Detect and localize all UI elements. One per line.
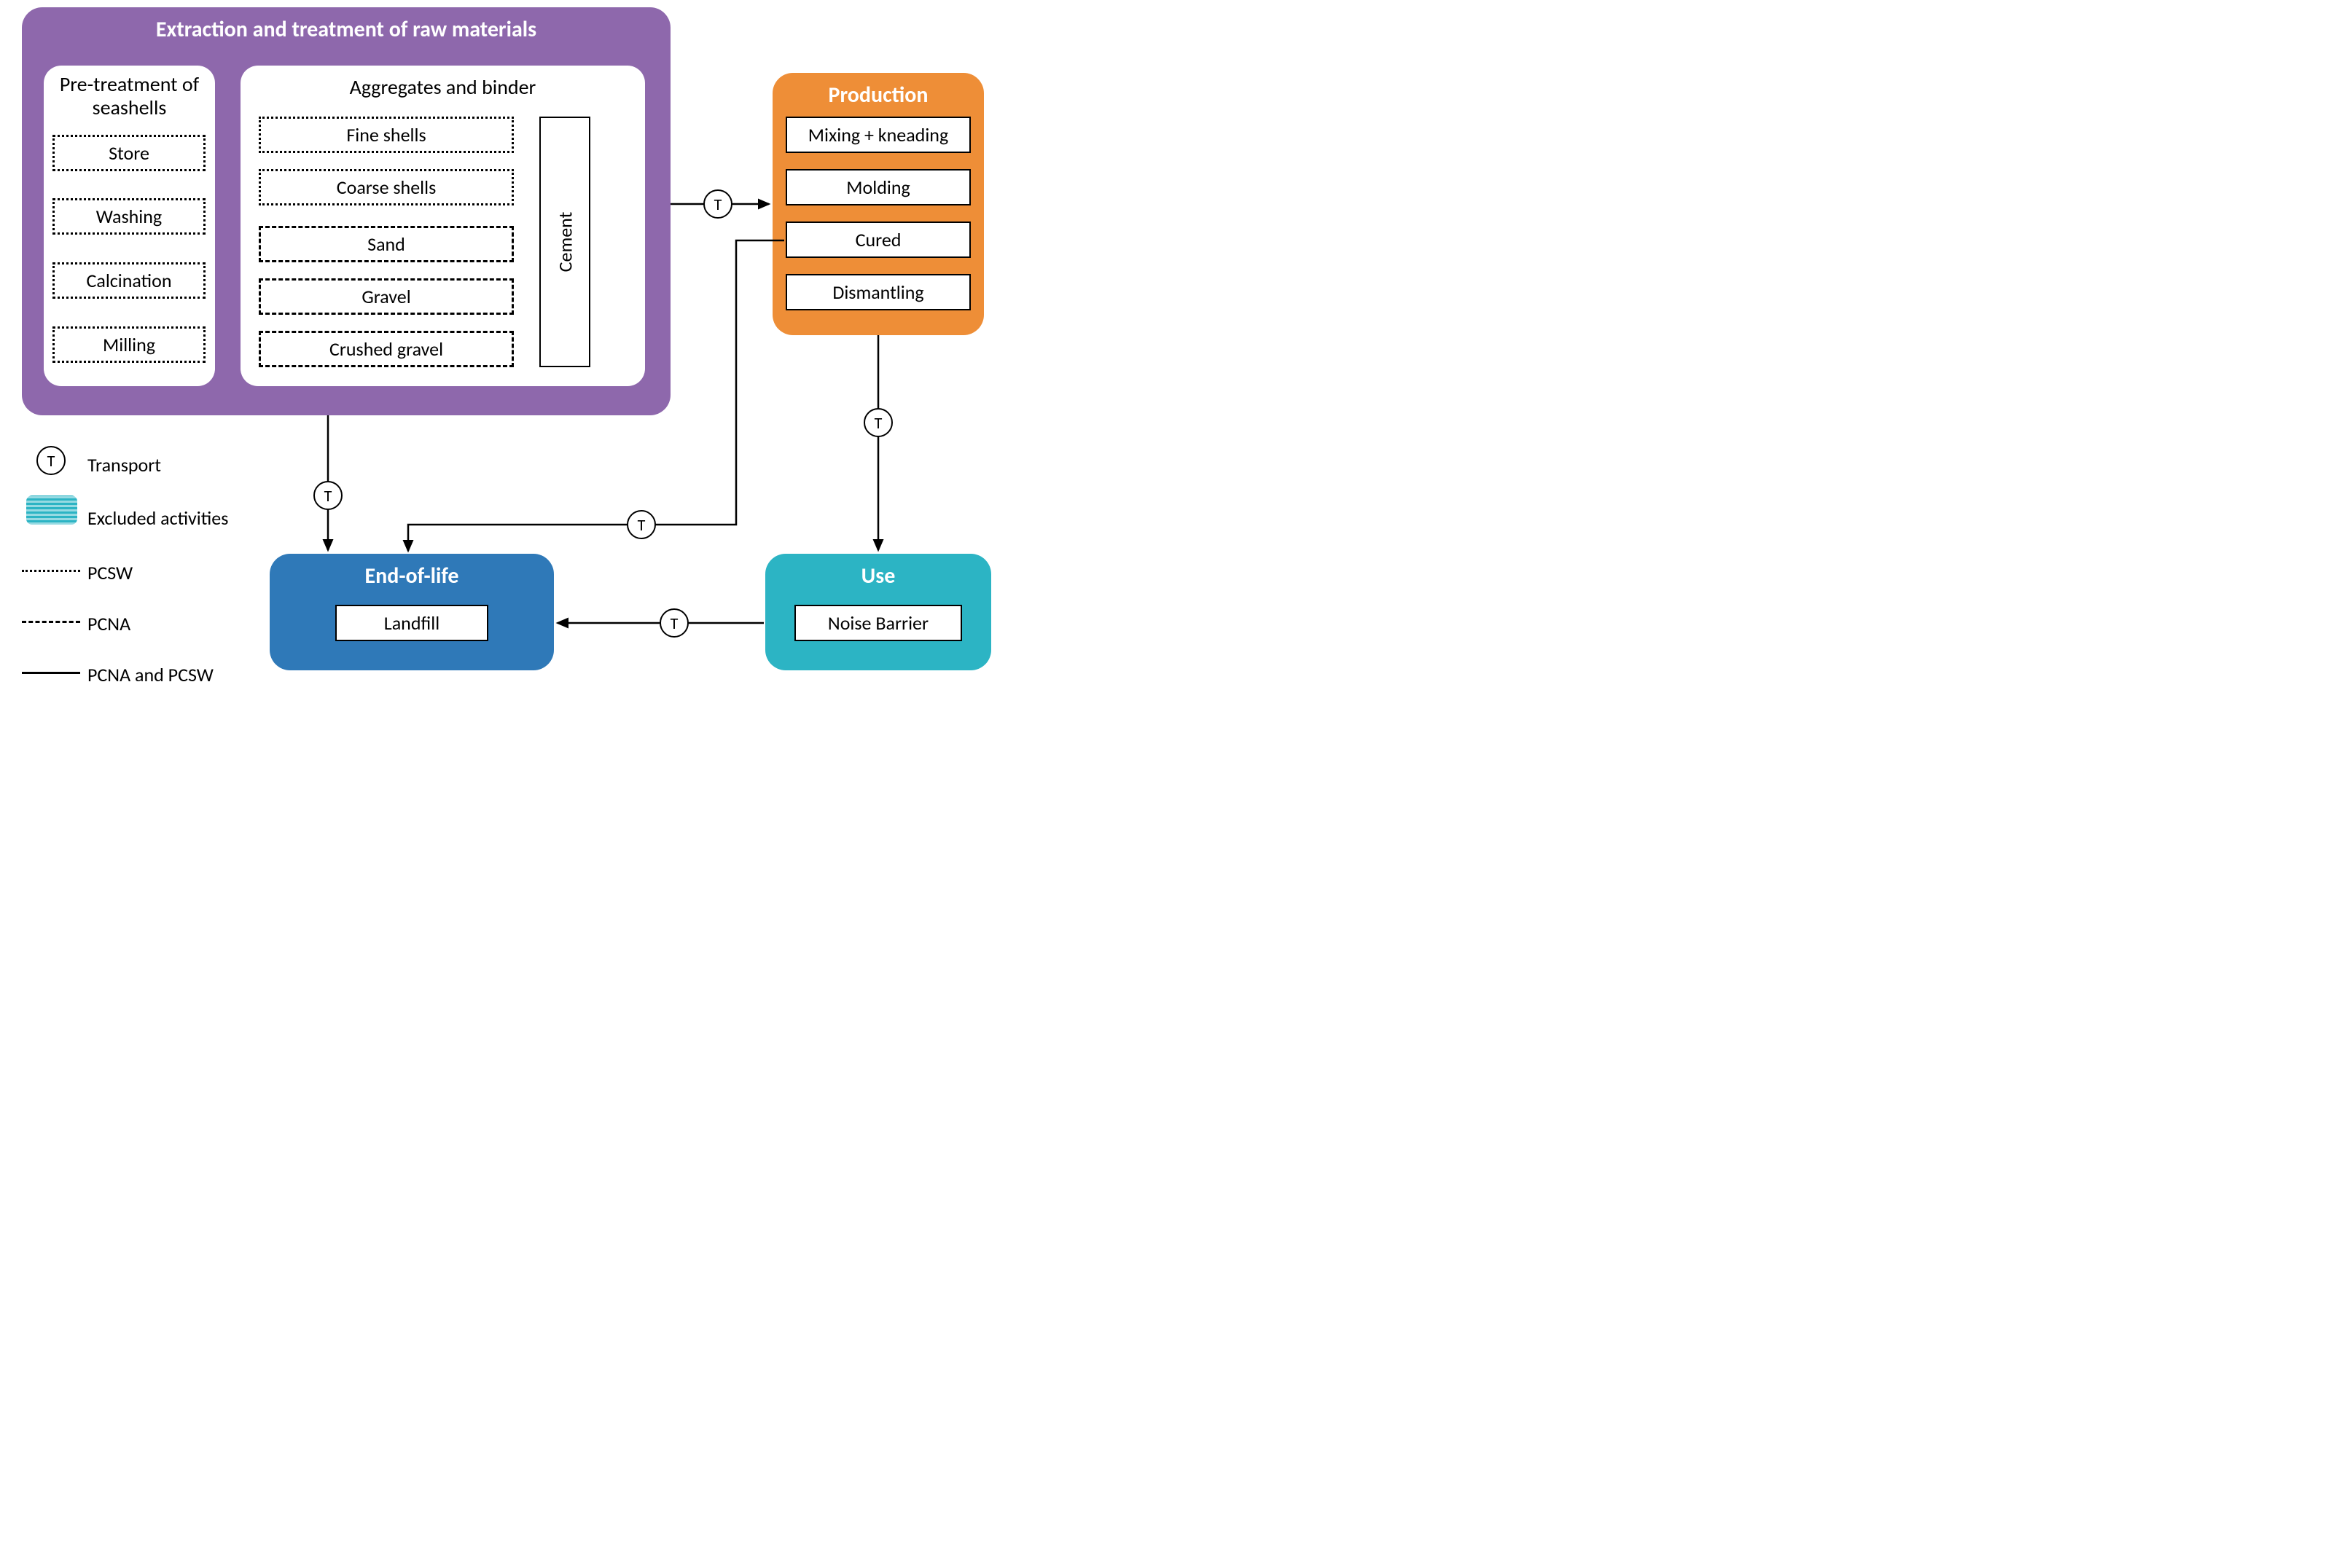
cement-box: Cement (539, 117, 590, 367)
transport-node-t2: T (864, 408, 893, 437)
legend-label: PCNA (87, 612, 130, 635)
legend-label: Excluded activities (87, 506, 228, 530)
production-item-2: Cured (786, 222, 971, 258)
aggregate-item-0: Fine shells (259, 117, 514, 153)
panel-extraction-title: Extraction and treatment of raw material… (22, 7, 671, 43)
pretreatment-item-3: Milling (52, 326, 206, 363)
production-item-0: Mixing + kneading (786, 117, 971, 153)
legend-line-both (22, 672, 80, 674)
transport-node-t5: T (660, 608, 689, 638)
aggregate-item-3: Gravel (259, 278, 514, 315)
legend-transport-icon: T (36, 446, 66, 475)
legend-line-pcsw (22, 570, 80, 572)
transport-node-t3: T (313, 481, 343, 510)
panel-eol-title: End-of-life (270, 554, 554, 589)
aggregate-item-2: Sand (259, 226, 514, 262)
panel-production-title: Production (773, 73, 984, 109)
legend-label: PCNA and PCSW (87, 663, 214, 686)
pretreatment-item-2: Calcination (52, 262, 206, 299)
use-item-0: Noise Barrier (794, 605, 962, 641)
inner-aggregates-title: Aggregates and binder (241, 66, 645, 100)
aggregate-item-1: Coarse shells (259, 169, 514, 205)
transport-node-t4: T (627, 510, 656, 539)
pretreatment-item-1: Washing (52, 198, 206, 235)
production-item-3: Dismantling (786, 274, 971, 310)
legend-line-pcna (22, 621, 80, 623)
legend-label: PCSW (87, 561, 133, 584)
legend-excluded-swatch (26, 495, 77, 525)
eol-item-0: Landfill (335, 605, 488, 641)
transport-node-t1: T (703, 189, 732, 219)
aggregate-item-4: Crushed gravel (259, 331, 514, 367)
panel-use-title: Use (765, 554, 991, 589)
legend-label: Transport (87, 453, 161, 477)
pretreatment-item-0: Store (52, 135, 206, 171)
inner-pretreatment-title: Pre-treatment of seashells (44, 66, 215, 119)
cement-label: Cement (553, 212, 577, 273)
production-item-1: Molding (786, 169, 971, 205)
